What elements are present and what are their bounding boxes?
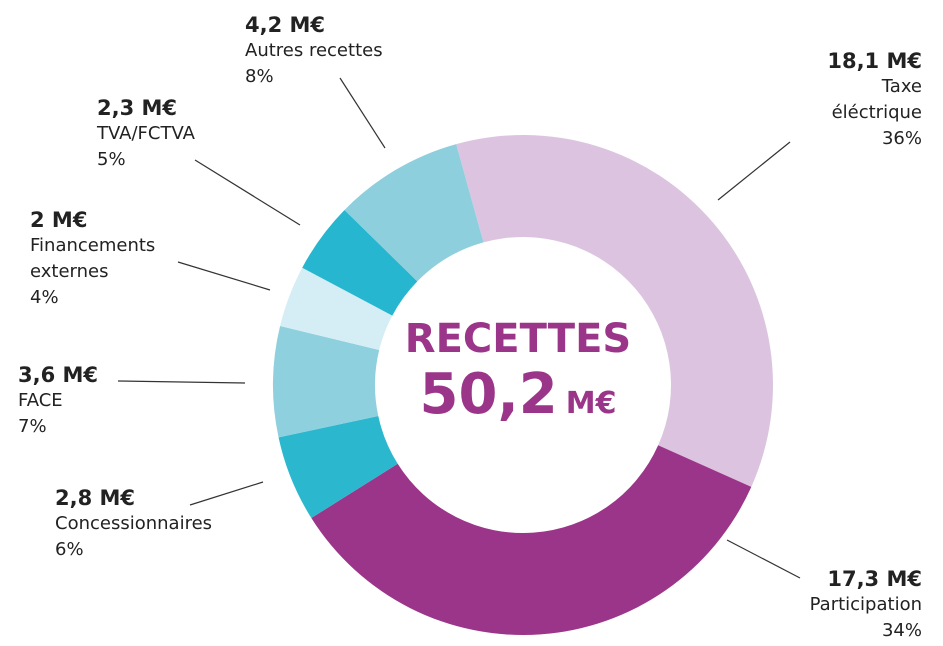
slice-label: 2,8 M€ Concessionnaires 6% bbox=[55, 485, 255, 563]
value-label: 17,3 M€ bbox=[827, 567, 922, 591]
donut bbox=[273, 135, 774, 636]
category-label: Participation bbox=[809, 594, 922, 615]
unit: M€ bbox=[566, 386, 617, 421]
leader-line bbox=[717, 141, 791, 201]
percent-label: 5% bbox=[97, 149, 126, 170]
value-label: 2,3 M€ bbox=[97, 96, 178, 120]
slice bbox=[311, 445, 752, 636]
percent-label: 34% bbox=[881, 620, 922, 641]
slice-label: 2,3 M€ TVA/FCTVA 5% bbox=[97, 95, 247, 173]
center-title: RECETTES bbox=[405, 316, 631, 362]
category-label: TVA/FCTVA bbox=[97, 123, 195, 144]
category-label: Taxe éléctrique bbox=[831, 76, 922, 123]
percent-label: 7% bbox=[18, 416, 47, 437]
percent-label: 36% bbox=[881, 128, 922, 149]
leader-line bbox=[339, 77, 386, 149]
category-label: Financements externes bbox=[30, 235, 156, 282]
leader-line bbox=[177, 261, 271, 291]
category-label: FACE bbox=[18, 390, 63, 411]
category-label: Concessionnaires bbox=[55, 513, 213, 534]
percent-label: 4% bbox=[30, 287, 59, 308]
center-total: 50,2 M€ bbox=[420, 362, 617, 427]
slice bbox=[344, 144, 484, 282]
value-label: 18,1 M€ bbox=[827, 49, 922, 73]
total: 50,2 bbox=[420, 362, 558, 427]
value-label: 3,6 M€ bbox=[18, 363, 99, 387]
leader-line bbox=[726, 539, 801, 579]
slice bbox=[302, 209, 418, 316]
value-label: 2,8 M€ bbox=[55, 486, 136, 510]
percent-label: 6% bbox=[55, 539, 84, 560]
slice bbox=[456, 135, 774, 487]
slice bbox=[278, 416, 398, 518]
value-label: 2 M€ bbox=[30, 208, 88, 232]
leader-line bbox=[189, 481, 264, 506]
leader-line bbox=[117, 380, 246, 384]
slice bbox=[280, 267, 393, 351]
value-label: 4,2 M€ bbox=[245, 13, 326, 37]
slice-label: 18,1 M€ Taxe éléctrique 36% bbox=[822, 48, 922, 152]
slice bbox=[273, 325, 380, 438]
slice-label: 2 M€ Financements externes 4% bbox=[30, 207, 180, 311]
slice-label: 3,6 M€ FACE 7% bbox=[18, 362, 138, 440]
category-label: Autres recettes bbox=[245, 40, 383, 61]
slice-label: 17,3 M€ Participation 34% bbox=[772, 566, 922, 644]
percent-label: 8% bbox=[245, 66, 274, 87]
leader-line bbox=[194, 159, 301, 226]
slice-label: 4,2 M€ Autres recettes 8% bbox=[245, 12, 425, 90]
